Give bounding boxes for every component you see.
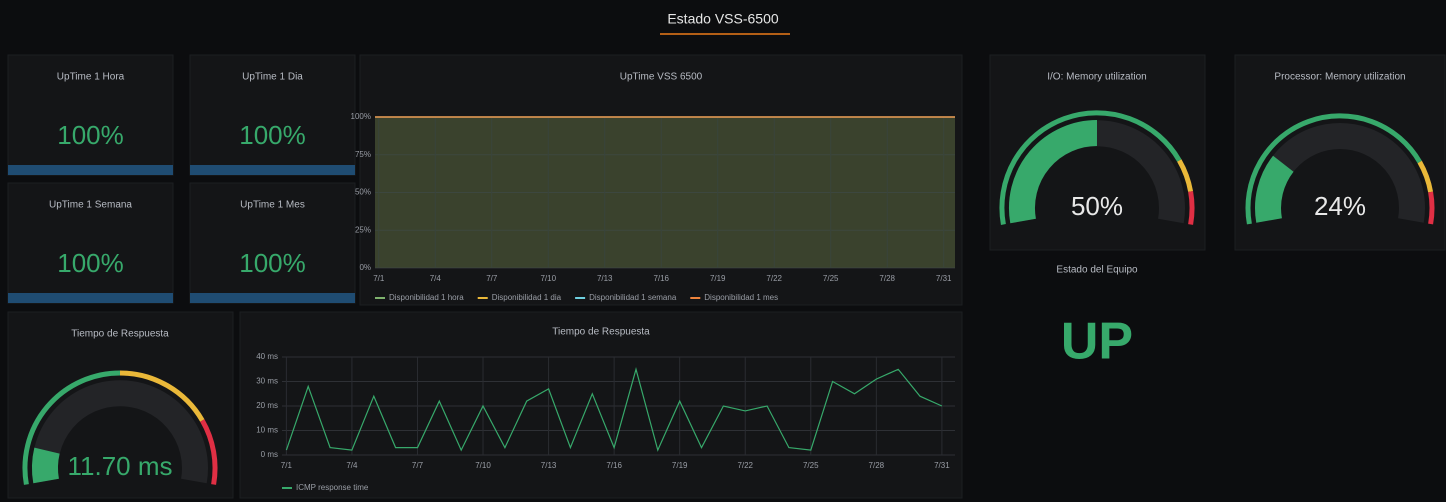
y-tick-label: 50% xyxy=(355,188,371,197)
gauge-threshold xyxy=(22,370,121,485)
x-tick-label: 7/7 xyxy=(486,274,498,283)
x-tick-label: 7/4 xyxy=(430,274,442,283)
gauge-fill xyxy=(31,447,60,484)
stat-title: UpTime 1 Mes xyxy=(240,200,305,211)
gauge-value: 50% xyxy=(1071,191,1123,221)
x-tick-label: 7/4 xyxy=(346,461,358,470)
gauge-threshold xyxy=(119,370,205,422)
stat-sparkline xyxy=(190,293,355,303)
gauge-fill xyxy=(1008,120,1098,224)
legend-label: Disponibilidad 1 hora xyxy=(389,293,464,302)
x-tick-label: 7/10 xyxy=(540,274,556,283)
x-tick-label: 7/10 xyxy=(475,461,491,470)
area xyxy=(375,117,955,268)
x-tick-label: 7/28 xyxy=(879,274,895,283)
x-tick-label: 7/13 xyxy=(597,274,613,283)
y-tick-label: 25% xyxy=(355,225,371,234)
x-tick-label: 7/16 xyxy=(653,274,669,283)
panel xyxy=(239,311,963,499)
y-tick-label: 0 ms xyxy=(261,450,278,459)
panel xyxy=(189,182,356,304)
dashboard-title[interactable]: Estado VSS-6500 xyxy=(667,11,779,27)
panel xyxy=(7,54,174,176)
gauge-threshold xyxy=(999,110,1182,225)
x-tick-label: 7/16 xyxy=(606,461,622,470)
stat-title: UpTime 1 Dia xyxy=(242,72,303,83)
gauge-track xyxy=(32,380,208,484)
stat-value: 100% xyxy=(239,248,306,278)
gauge-fill xyxy=(1255,155,1294,223)
gauge-threshold xyxy=(200,419,218,485)
x-tick-label: 7/13 xyxy=(541,461,557,470)
y-tick-label: 30 ms xyxy=(256,377,278,386)
stat-value: 100% xyxy=(239,120,306,150)
panel xyxy=(7,182,174,304)
chart-title: Tiempo de Respuesta xyxy=(552,327,650,338)
gauge-title: Processor: Memory utilization xyxy=(1274,72,1405,83)
legend-label: Disponibilidad 1 dia xyxy=(492,293,562,302)
stat-value: 100% xyxy=(57,248,124,278)
chart-title: UpTime VSS 6500 xyxy=(620,72,703,83)
x-tick-label: 7/22 xyxy=(766,274,782,283)
x-tick-label: 7/25 xyxy=(803,461,819,470)
series-line xyxy=(285,367,943,452)
status-title: Estado del Equipo xyxy=(1056,265,1138,276)
x-tick-label: 7/19 xyxy=(710,274,726,283)
x-tick-label: 7/7 xyxy=(412,461,424,470)
stat-sparkline xyxy=(8,165,173,175)
gauge-threshold xyxy=(1428,191,1435,225)
stat-title: UpTime 1 Semana xyxy=(49,200,132,211)
gauge-threshold xyxy=(1177,159,1194,192)
gauge-threshold xyxy=(1188,191,1195,225)
gauge-threshold xyxy=(1417,160,1434,193)
x-tick-label: 7/31 xyxy=(936,274,952,283)
y-tick-label: 40 ms xyxy=(256,352,278,361)
status-value: UP xyxy=(1061,313,1133,371)
stat-sparkline xyxy=(190,165,355,175)
legend-label: ICMP response time xyxy=(296,483,369,492)
y-tick-label: 100% xyxy=(351,112,371,121)
gauge-value: 24% xyxy=(1314,191,1366,221)
x-tick-label: 7/19 xyxy=(672,461,688,470)
gauge-value: 11.70 ms xyxy=(67,451,172,481)
x-tick-label: 7/25 xyxy=(823,274,839,283)
x-tick-label: 7/1 xyxy=(373,274,385,283)
y-tick-label: 10 ms xyxy=(256,426,278,435)
x-tick-label: 7/1 xyxy=(281,461,293,470)
stat-value: 100% xyxy=(57,120,124,150)
y-tick-label: 75% xyxy=(355,150,371,159)
gauge-title: I/O: Memory utilization xyxy=(1047,72,1146,83)
stat-sparkline xyxy=(8,293,173,303)
legend-label: Disponibilidad 1 semana xyxy=(589,293,677,302)
x-tick-label: 7/22 xyxy=(737,461,753,470)
stat-title: UpTime 1 Hora xyxy=(57,72,125,83)
x-tick-label: 7/31 xyxy=(934,461,950,470)
x-tick-label: 7/28 xyxy=(869,461,885,470)
gauge-threshold xyxy=(1245,113,1422,225)
legend-label: Disponibilidad 1 mes xyxy=(704,293,778,302)
gauge-title: Tiempo de Respuesta xyxy=(71,329,169,340)
y-tick-label: 0% xyxy=(359,263,371,272)
y-tick-label: 20 ms xyxy=(256,401,278,410)
